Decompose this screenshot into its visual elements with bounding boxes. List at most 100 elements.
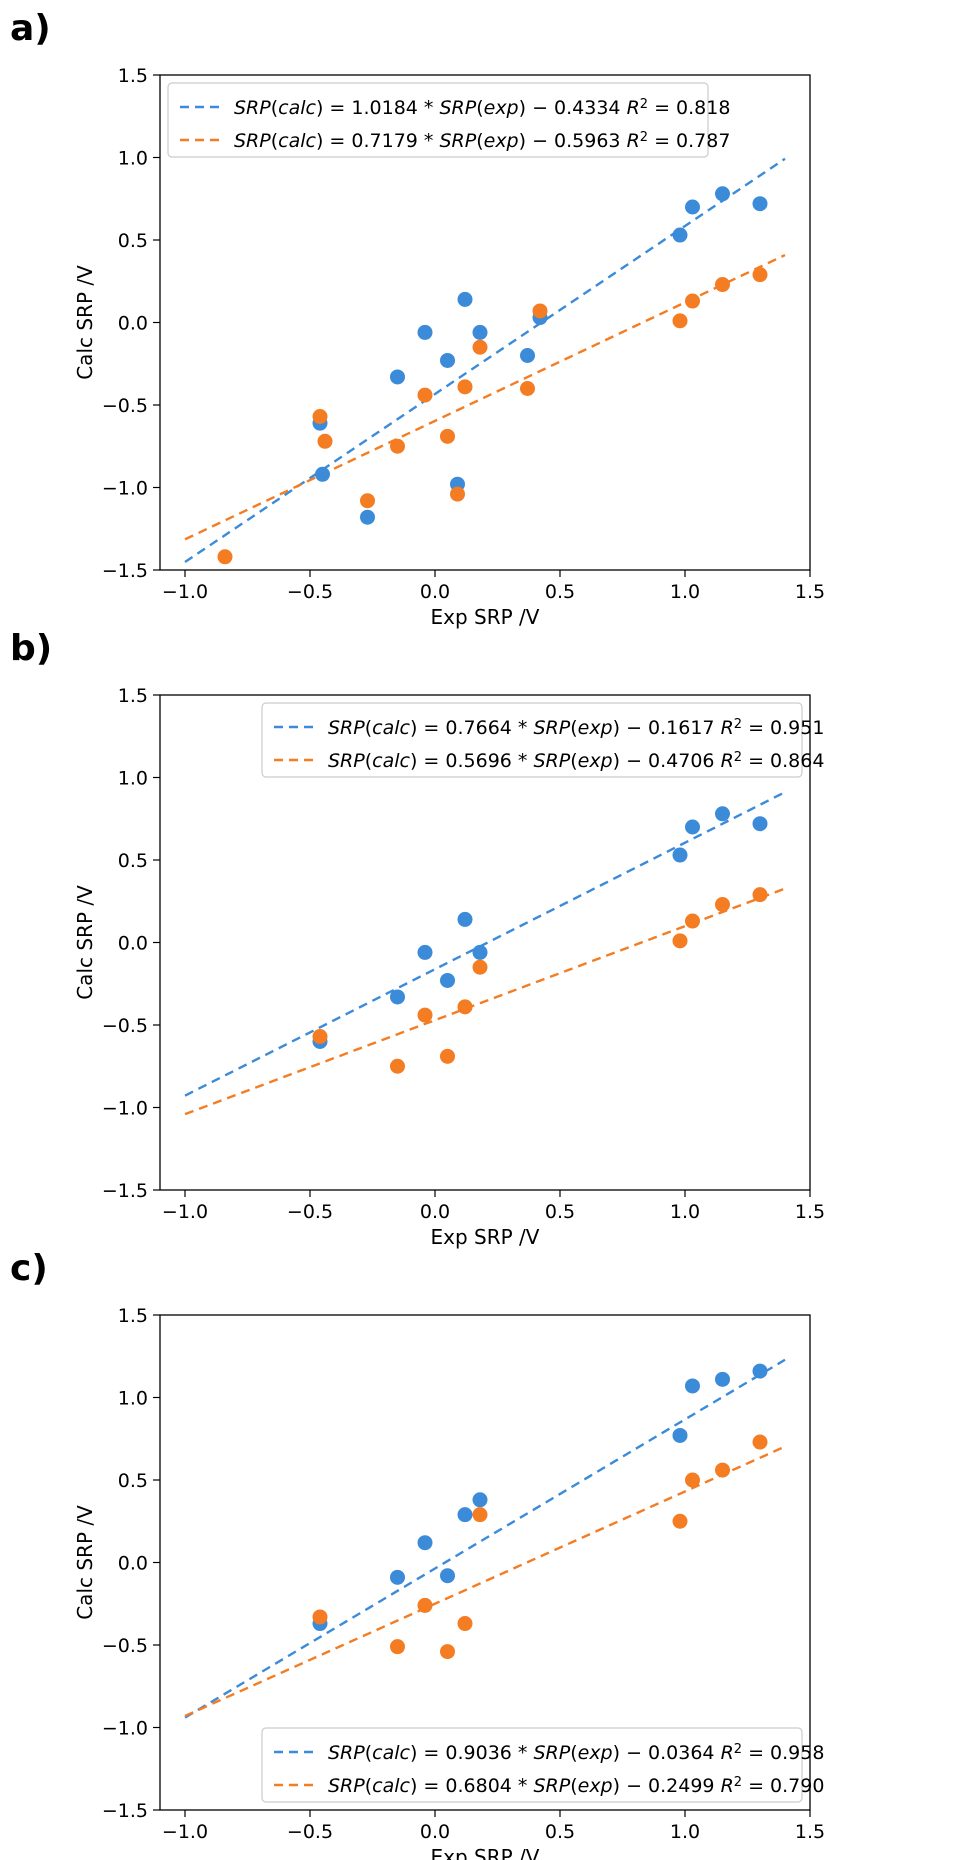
orange-data-point [752, 1434, 768, 1450]
blue-legend-label-fragment: ) − 0.0364 [613, 1742, 721, 1764]
panel-b: b) −1.0 −0.5 0.0 0.5 1.0 1.5 −1.5 −1.0 −0.5 0.0 0.… [0, 620, 975, 1249]
orange-legend-label-fragment: ) − 0.5963 [519, 130, 627, 152]
orange-legend-label-fragment: ) − 0.4706 [613, 750, 721, 772]
y-tick-label: −1.5 [102, 560, 148, 582]
orange-data-point [520, 381, 535, 396]
blue-legend-label-fragment: exp [578, 717, 613, 739]
blue-data-point [520, 348, 535, 363]
y-tick-label: −1.0 [102, 1098, 148, 1120]
orange-legend-label-fragment: ( [365, 1775, 372, 1797]
blue-data-point [752, 1363, 768, 1379]
orange-fit-line [184, 1445, 786, 1718]
orange-data-point [532, 303, 548, 319]
blue-legend-label-fragment: exp [578, 1742, 613, 1764]
x-tick-label: 0.5 [545, 1201, 575, 1223]
orange-legend-label-fragment: SRP [328, 1775, 365, 1797]
orange-data-point [312, 409, 328, 425]
blue-data-point [417, 324, 433, 340]
x-tick-label: −0.5 [287, 581, 333, 603]
orange-data-point [440, 1644, 455, 1660]
blue-data-point [752, 816, 768, 832]
blue-legend-label-fragment: ) = 0.7664 * [410, 717, 533, 739]
orange-legend-label-fragment: = 0.787 [648, 130, 730, 152]
y-tick-label: −0.5 [102, 1635, 148, 1657]
orange-legend-label-fragment: ) − 0.2499 [613, 1775, 721, 1797]
legend-box [261, 1727, 803, 1803]
x-tick-label: 0.0 [420, 1201, 450, 1223]
x-tick-label: 1.0 [670, 581, 700, 603]
orange-data-point [715, 1462, 730, 1478]
orange-fit-line [184, 887, 786, 1116]
orange-data-point [457, 1616, 473, 1632]
blue-legend-label-fragment: = 0.951 [742, 717, 824, 739]
chart-b: −1.0 −0.5 0.0 0.5 1.0 1.5 −1.5 −1.0 −0.5 0.0 0.5 1.… [73, 685, 825, 1249]
blue-legend-label-fragment: 2 [734, 1742, 742, 1757]
blue-data-point [672, 227, 688, 243]
orange-data-point [672, 313, 688, 329]
blue-data-point [390, 989, 405, 1005]
blue-legend-label-fragment: SRP [328, 717, 365, 739]
orange-legend-label-fragment: SRP [328, 750, 365, 772]
orange-legend-label-fragment: R [627, 130, 640, 152]
y-tick-label: 1.0 [118, 148, 148, 170]
blue-legend-label-fragment: calc [278, 97, 316, 119]
blue-legend-label-fragment: R [627, 97, 640, 119]
blue-data-point [685, 819, 700, 835]
orange-data-point [417, 387, 433, 403]
panel-label: b) [10, 628, 53, 669]
orange-legend-label-fragment: R [721, 1775, 734, 1797]
blue-data-point [472, 324, 488, 340]
orange-data-point [715, 897, 730, 913]
orange-legend-label: SRP(calc) = 0.5696 * SRP(exp) − 0.4706 R… [328, 750, 824, 772]
y-axis-label: Calc SRP /V [73, 885, 97, 1000]
x-tick-label: 1.5 [795, 581, 825, 603]
legend-box [167, 82, 709, 158]
orange-data-point [360, 493, 375, 509]
y-tick-label: −1.0 [102, 478, 148, 500]
orange-data-point [685, 293, 700, 309]
y-axis-label: Calc SRP /V [73, 265, 97, 380]
orange-legend-label-fragment: SRP [533, 750, 570, 772]
orange-data-point [472, 339, 488, 355]
x-tick-label: −0.5 [287, 1821, 333, 1843]
orange-data-point [715, 277, 730, 293]
blue-legend-label: SRP(calc) = 1.0184 * SRP(exp) − 0.4334 R… [234, 97, 730, 119]
orange-data-point [752, 267, 768, 283]
x-tick-label: 0.5 [545, 581, 575, 603]
orange-legend-label-fragment: calc [278, 130, 316, 152]
orange-fit-line [184, 253, 786, 541]
blue-legend-label-fragment: ) − 0.4334 [519, 97, 627, 119]
blue-legend-label-fragment: exp [484, 97, 519, 119]
orange-data-point [440, 428, 455, 444]
chart-a: −1.0 −0.5 0.0 0.5 1.0 1.5 −1.5 −1.0 −0.5 0.0 0.5 1.… [73, 65, 825, 629]
blue-legend-label-fragment: = 0.958 [742, 1742, 824, 1764]
y-tick-label: 1.5 [118, 685, 148, 707]
blue-legend-label-fragment: R [721, 1742, 734, 1764]
orange-data-point [440, 1048, 455, 1064]
blue-data-point [457, 911, 473, 927]
orange-legend-label-fragment: ( [365, 750, 372, 772]
orange-data-point [457, 379, 473, 395]
blue-legend-label-fragment: SRP [533, 717, 570, 739]
x-tick-label: −1.0 [162, 1821, 208, 1843]
orange-data-point [685, 1472, 700, 1488]
blue-legend-label-fragment: ( [365, 1742, 372, 1764]
orange-legend-label-fragment: ( [570, 1775, 577, 1797]
orange-legend-label-fragment: exp [578, 750, 613, 772]
blue-data-point [672, 1427, 688, 1443]
orange-data-point [317, 433, 333, 449]
orange-data-point [312, 1609, 328, 1625]
x-tick-label: 1.5 [795, 1821, 825, 1843]
y-tick-label: 0.0 [118, 313, 148, 335]
panel-c: c) −1.0 −0.5 0.0 0.5 1.0 1.5 −1.5 −1.0 −0.5 0.0 0.… [0, 1240, 975, 1860]
y-tick-label: −1.5 [102, 1180, 148, 1202]
orange-data-point [672, 1513, 688, 1529]
x-tick-label: 0.0 [420, 1821, 450, 1843]
blue-data-point [360, 509, 375, 525]
blue-legend-label-fragment: ( [476, 97, 483, 119]
blue-legend-label-fragment: calc [372, 1742, 410, 1764]
blue-legend-label-fragment: = 0.818 [648, 97, 730, 119]
blue-legend-label-fragment: ) − 0.1617 [613, 717, 721, 739]
blue-legend-label-fragment: SRP [234, 97, 271, 119]
blue-data-point [440, 1568, 455, 1584]
